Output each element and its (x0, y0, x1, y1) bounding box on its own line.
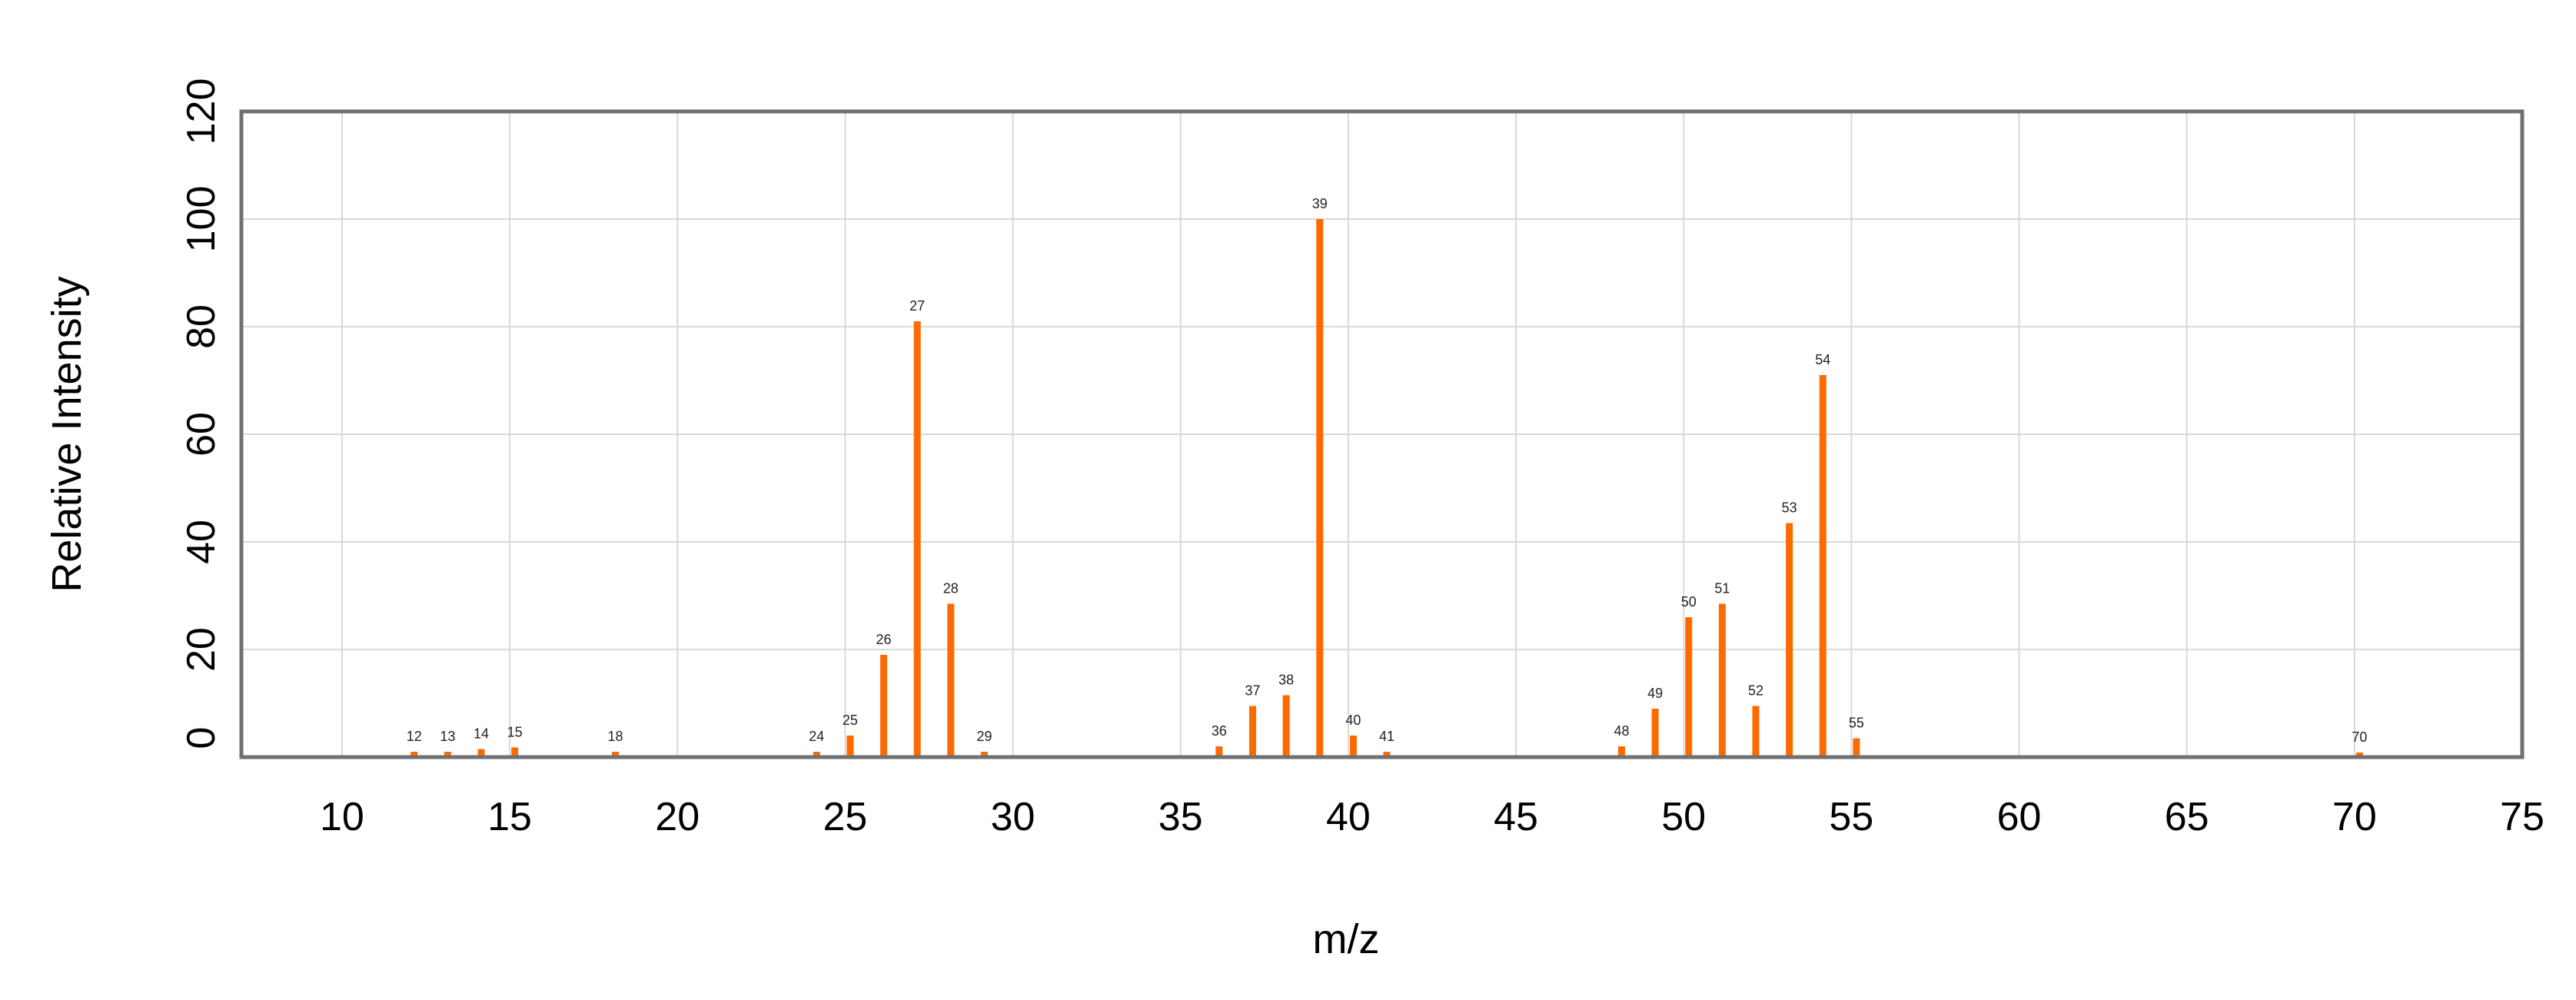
peak-bar-41 (1383, 752, 1391, 757)
peak-label-25: 25 (843, 713, 858, 728)
peak-bar-55 (1853, 738, 1860, 757)
peak-label-49: 49 (1647, 686, 1663, 701)
x-tick-label-45: 45 (1494, 795, 1538, 839)
peak-label-52: 52 (1748, 683, 1763, 699)
peak-bar-12 (410, 752, 418, 757)
peak-labels-group: 12 13 14 15 18 24 25 26 27 28 29 36 37 38 39 40 41 48 49 50… (407, 196, 2368, 745)
y-tick-label-100: 100 (179, 186, 224, 253)
peak-bar-40 (1349, 736, 1357, 757)
peak-bar-53 (1786, 523, 1793, 757)
peak-bar-25 (846, 736, 854, 757)
peak-label-12: 12 (407, 729, 422, 744)
peak-bar-52 (1752, 706, 1760, 757)
peak-bar-48 (1617, 746, 1625, 757)
peak-label-40: 40 (1345, 713, 1361, 728)
x-tick-label-20: 20 (655, 795, 700, 839)
y-tick-label-60: 60 (179, 412, 224, 457)
x-tick-labels: 10 15 20 25 30 35 40 45 50 55 60 65 70 75 (320, 795, 2544, 839)
peak-label-53: 53 (1782, 500, 1797, 516)
peak-label-13: 13 (440, 729, 455, 744)
x-tick-label-55: 55 (1829, 795, 1873, 839)
peak-label-18: 18 (607, 729, 623, 744)
y-tick-label-40: 40 (179, 520, 224, 564)
peak-bar-54 (1819, 375, 1826, 757)
peak-bar-36 (1215, 746, 1223, 757)
peak-bar-70 (2355, 752, 2363, 757)
peak-label-51: 51 (1714, 581, 1730, 596)
peaks-group (410, 219, 2363, 757)
plot-frame (239, 109, 2524, 759)
peak-label-26: 26 (876, 632, 892, 647)
peak-bar-28 (947, 603, 955, 757)
peak-label-37: 37 (1245, 683, 1260, 699)
peak-label-38: 38 (1278, 673, 1294, 688)
peak-bar-18 (612, 752, 620, 757)
y-tick-label-80: 80 (179, 304, 224, 349)
peak-bar-49 (1651, 709, 1659, 757)
x-tick-label-30: 30 (991, 795, 1035, 839)
x-tick-label-10: 10 (320, 795, 364, 839)
peak-label-70: 70 (2352, 729, 2367, 745)
x-tick-label-25: 25 (823, 795, 867, 839)
peak-bar-14 (477, 749, 485, 757)
peak-label-28: 28 (943, 581, 959, 596)
peak-label-36: 36 (1212, 723, 1227, 739)
peak-label-29: 29 (976, 729, 992, 744)
y-tick-label-20: 20 (179, 627, 224, 672)
peak-bar-24 (813, 752, 820, 757)
peak-bar-13 (444, 752, 451, 757)
y-axis-title: Relative Intensity (44, 276, 90, 592)
x-tick-label-65: 65 (2165, 795, 2209, 839)
x-tick-label-40: 40 (1326, 795, 1371, 839)
x-tick-label-15: 15 (487, 795, 532, 839)
peak-label-27: 27 (909, 298, 925, 314)
peak-label-55: 55 (1849, 716, 1864, 731)
peak-label-15: 15 (507, 724, 523, 739)
peak-bar-38 (1282, 695, 1290, 757)
x-axis-title: m/z (1313, 916, 1380, 962)
peak-bar-27 (913, 321, 921, 757)
peak-bar-39 (1316, 219, 1324, 757)
peak-bar-37 (1249, 706, 1257, 757)
peak-bar-26 (880, 655, 888, 757)
y-tick-labels: 0 20 40 60 80 100 120 (179, 78, 224, 749)
x-tick-label-60: 60 (1997, 795, 2042, 839)
x-tick-label-70: 70 (2332, 795, 2377, 839)
peak-label-54: 54 (1815, 352, 1830, 367)
x-tick-label-75: 75 (2500, 795, 2544, 839)
peak-bar-51 (1718, 603, 1726, 757)
peak-bar-50 (1685, 617, 1693, 757)
peak-label-41: 41 (1379, 729, 1394, 744)
peak-label-50: 50 (1681, 594, 1697, 610)
x-tick-label-50: 50 (1661, 795, 1706, 839)
peak-label-39: 39 (1312, 196, 1328, 211)
peak-label-24: 24 (809, 729, 824, 744)
grid-lines (241, 111, 2522, 757)
peak-bar-15 (511, 747, 519, 757)
y-tick-label-0: 0 (179, 727, 224, 749)
y-tick-label-120: 120 (179, 78, 224, 145)
peak-bar-29 (980, 752, 988, 757)
peak-label-14: 14 (474, 726, 489, 742)
x-tick-label-35: 35 (1158, 795, 1203, 839)
peak-label-48: 48 (1614, 723, 1629, 739)
